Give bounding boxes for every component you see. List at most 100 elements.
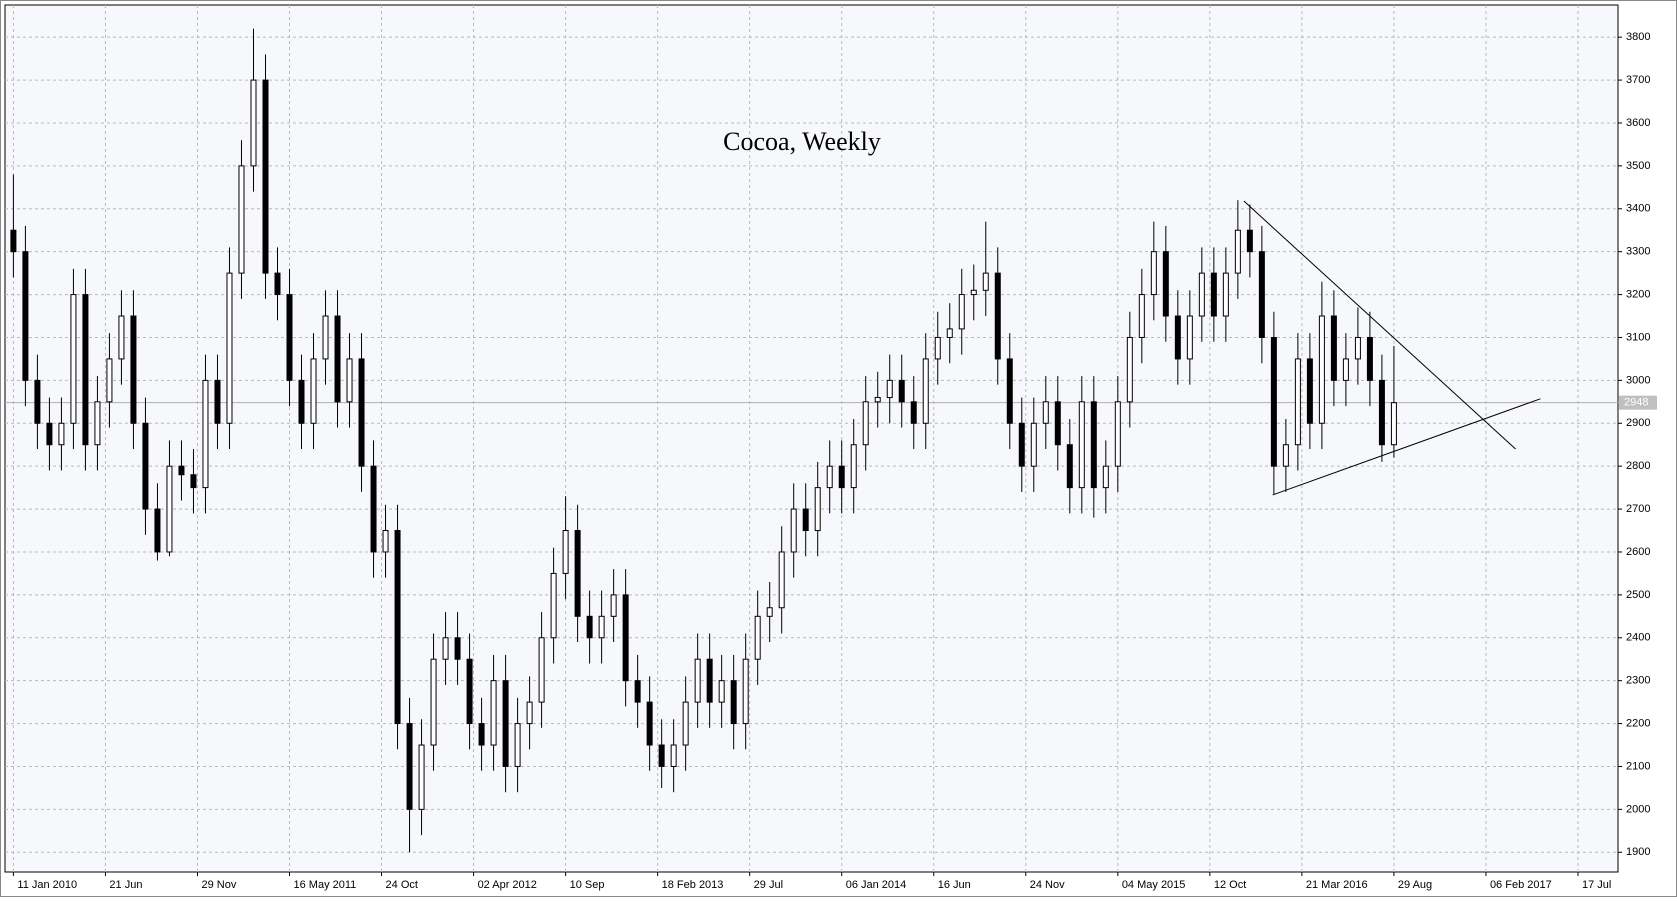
candle-body: [1114, 401, 1121, 467]
candle-body: [538, 637, 545, 703]
y-tick-label: 2000: [1626, 803, 1650, 815]
y-tick-label: 3300: [1626, 246, 1650, 258]
candle-body: [1126, 336, 1133, 403]
candle-body: [418, 744, 425, 810]
candle-body: [34, 379, 41, 424]
x-tick-label: 04 May 2015: [1122, 879, 1186, 891]
chart-title: Cocoa, Weekly: [723, 127, 881, 156]
candle-body: [298, 379, 305, 424]
candle-body: [658, 744, 665, 767]
y-tick-label: 2300: [1626, 675, 1650, 687]
candle-body: [262, 79, 269, 274]
candle-body: [850, 444, 857, 489]
y-tick-label: 2800: [1626, 460, 1650, 472]
y-tick-label: 3100: [1626, 331, 1650, 343]
candle-body: [682, 701, 689, 746]
candle-body: [118, 315, 125, 360]
candle-body: [1174, 315, 1181, 360]
candle-body: [1246, 229, 1253, 253]
candle-body: [250, 79, 257, 167]
candle-body: [22, 251, 29, 381]
x-tick-label: 29 Nov: [201, 879, 236, 891]
candle-body: [670, 744, 677, 767]
candle-body: [526, 701, 533, 725]
candle-body: [58, 422, 65, 446]
candle-body: [958, 294, 965, 330]
candle-body: [766, 607, 773, 617]
candle-body: [934, 336, 941, 360]
x-tick-label: 06 Jan 2014: [846, 879, 907, 891]
candle-body: [1318, 315, 1325, 424]
candle-body: [442, 637, 449, 660]
candle-body: [202, 379, 209, 489]
candle-body: [1390, 402, 1397, 446]
x-tick-label: 02 Apr 2012: [478, 879, 537, 891]
x-tick-label: 24 Nov: [1030, 879, 1065, 891]
candle-body: [10, 229, 17, 253]
y-tick-label: 3000: [1626, 374, 1650, 386]
candle-body: [130, 315, 137, 424]
candle-body: [502, 680, 509, 767]
candle-body: [1270, 336, 1277, 467]
candle-body: [694, 658, 701, 703]
candle-body: [406, 723, 413, 810]
candle-body: [1006, 358, 1013, 424]
candle-body: [154, 508, 161, 553]
candle-body: [1294, 358, 1301, 446]
candle-body: [1090, 401, 1097, 489]
plot-area: [4, 4, 1619, 873]
candle-body: [334, 315, 341, 403]
y-tick-label: 2700: [1626, 503, 1650, 515]
x-tick-label: 12 Oct: [1214, 879, 1246, 891]
candle-body: [274, 272, 281, 296]
candle-body: [1066, 444, 1073, 489]
candle-body: [910, 401, 917, 424]
candle-body: [478, 723, 485, 746]
candle-body: [370, 465, 377, 553]
x-tick-label: 29 Jul: [754, 879, 783, 891]
candle-body: [574, 530, 581, 617]
candle-body: [826, 465, 833, 489]
candle-body: [1210, 272, 1217, 317]
candle-body: [1138, 294, 1145, 338]
price-label: 2948: [1624, 397, 1648, 409]
candle-body: [1186, 315, 1193, 360]
x-tick-label: 17 Jul: [1582, 879, 1611, 891]
candle-body: [730, 680, 737, 725]
candle-body: [394, 530, 401, 725]
x-tick-label: 21 Jun: [109, 879, 142, 891]
candle-body: [562, 530, 569, 574]
candle-body: [490, 680, 497, 746]
candle-body: [178, 465, 185, 476]
y-tick-label: 2900: [1626, 417, 1650, 429]
candle-body: [1330, 315, 1337, 381]
candle-body: [706, 658, 713, 703]
candle-body: [586, 615, 593, 639]
candle-body: [994, 272, 1001, 360]
x-tick-label: 06 Feb 2017: [1490, 879, 1552, 891]
candle-body: [1018, 422, 1025, 467]
candle-body: [1258, 251, 1265, 338]
y-tick-label: 3700: [1626, 74, 1650, 86]
candle-body: [190, 474, 197, 489]
candle-body: [382, 530, 389, 553]
candle-body: [814, 487, 821, 532]
candle-body: [646, 701, 653, 746]
candle-body: [1342, 358, 1349, 381]
y-tick-label: 3600: [1626, 117, 1650, 129]
candle-body: [214, 379, 221, 424]
candle-body: [622, 594, 629, 682]
candle-body: [982, 272, 989, 291]
candle-body: [310, 358, 317, 424]
x-tick-label: 16 May 2011: [294, 879, 357, 891]
candle-body: [1042, 401, 1049, 424]
x-tick-label: 10 Sep: [570, 879, 605, 891]
candle-body: [1306, 358, 1313, 424]
candle-body: [106, 358, 113, 403]
candle-body: [142, 422, 149, 510]
x-tick-label: 16 Jun: [938, 879, 971, 891]
candle-body: [1054, 401, 1061, 446]
trend-line: [1272, 398, 1541, 496]
candle-body: [922, 358, 929, 424]
y-tick-label: 3200: [1626, 288, 1650, 300]
